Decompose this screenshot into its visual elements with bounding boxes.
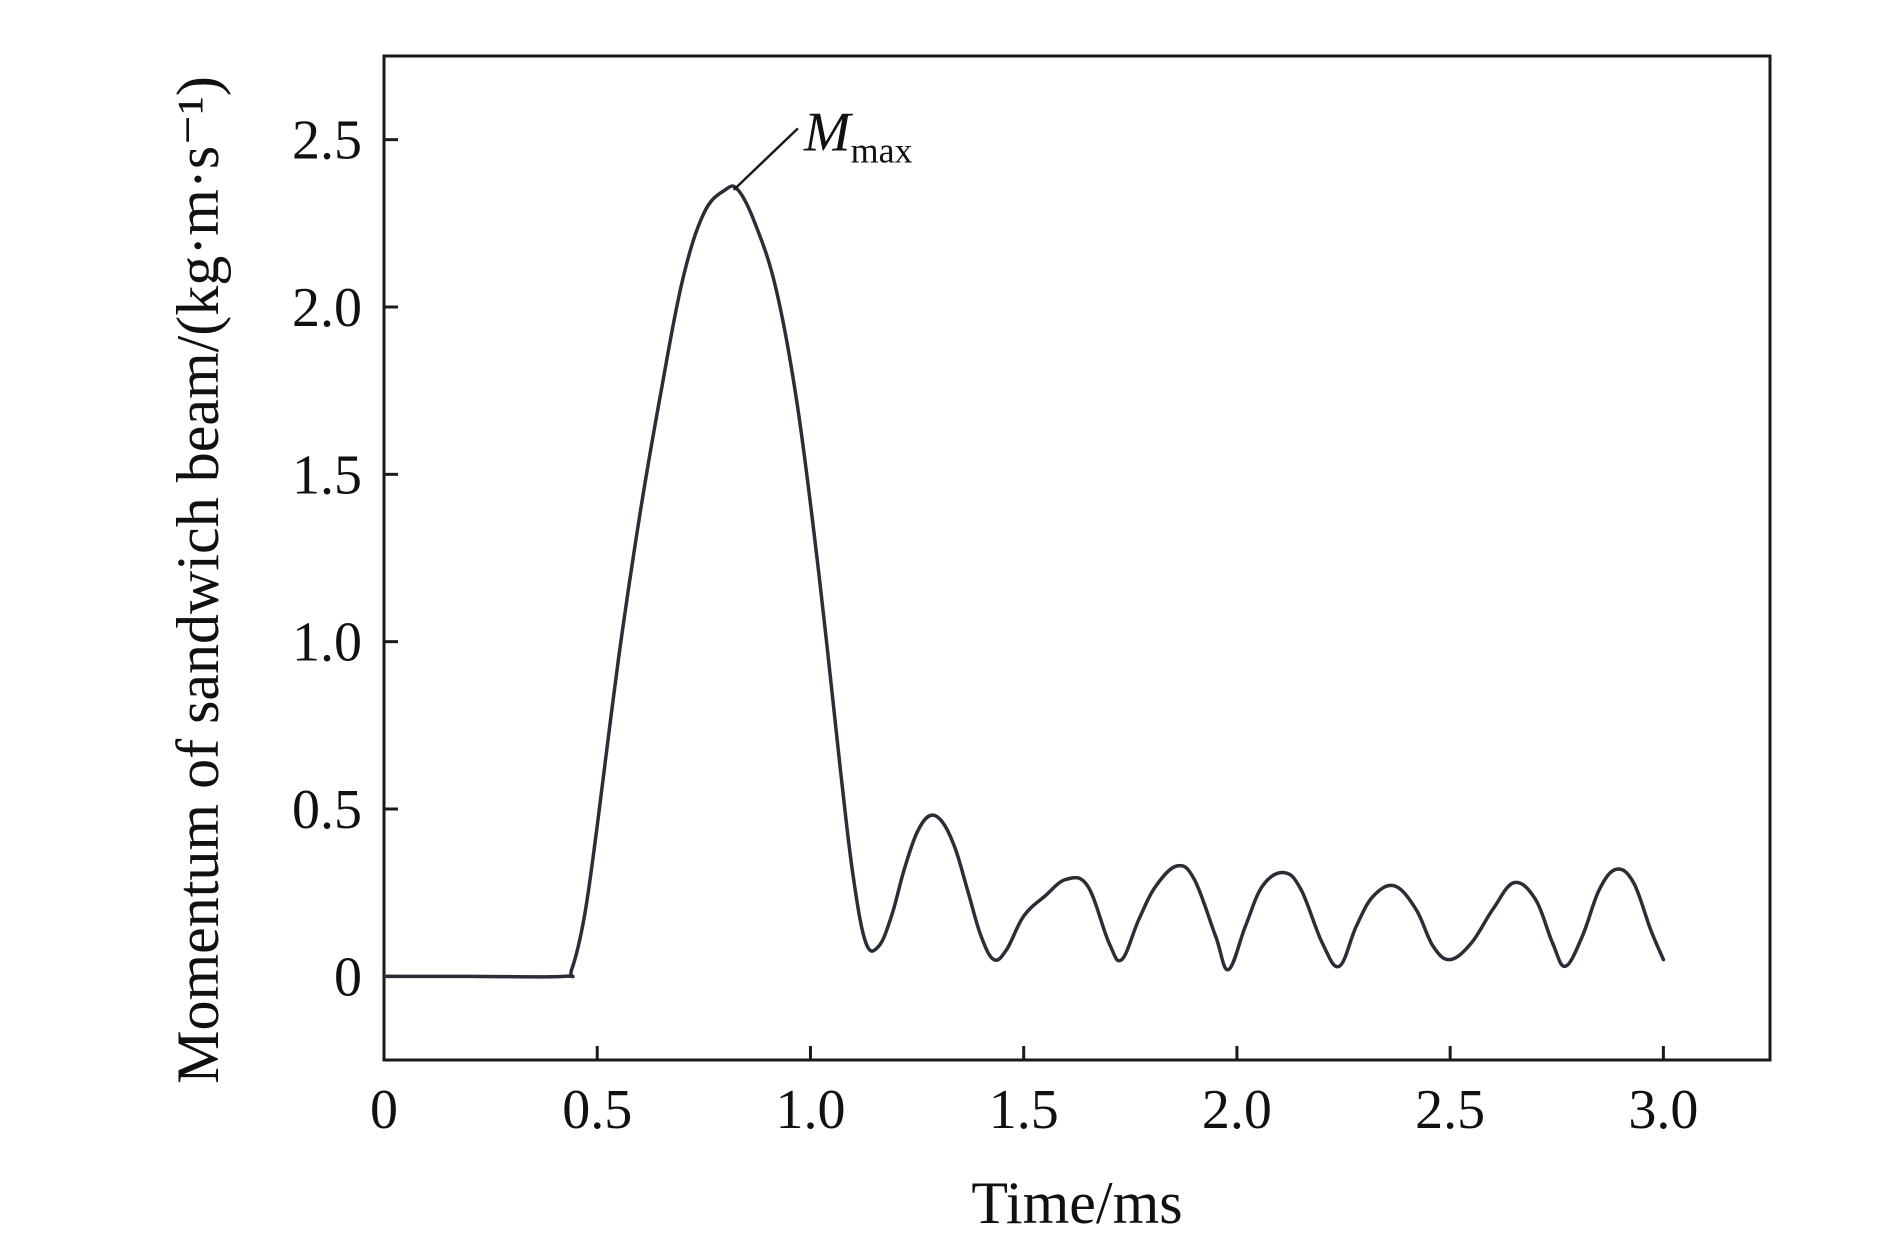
y-tick-label: 1.0 (292, 612, 362, 674)
y-tick-label: 2.5 (292, 110, 362, 172)
y-tick-label: 2.0 (292, 277, 362, 339)
x-tick-label: 2.0 (1202, 1079, 1272, 1141)
x-tick-label: 0.5 (562, 1079, 632, 1141)
y-axis-label: Momentum of sandwich beam/(kg·m·s⁻¹) (165, 76, 231, 1084)
x-tick-label: 3.0 (1628, 1079, 1698, 1141)
annotation-main: M (803, 101, 854, 163)
x-tick-label: 0 (370, 1079, 398, 1141)
peak-annotation: Mmax (732, 101, 913, 191)
y-tick-label: 1.5 (292, 444, 362, 506)
x-axis-ticks: 0 0.5 1.0 1.5 2.0 2.5 3.0 (370, 1046, 1698, 1141)
y-tick-label: 0 (334, 946, 362, 1008)
x-tick-label: 2.5 (1415, 1079, 1485, 1141)
y-tick-label: 0.5 (292, 779, 362, 841)
annotation-leader-line (732, 127, 799, 191)
x-tick-label: 1.0 (775, 1079, 845, 1141)
x-tick-label: 1.5 (989, 1079, 1059, 1141)
annotation-subscript: max (851, 130, 913, 170)
x-axis-label: Time/ms (971, 1170, 1182, 1236)
annotation-label: Mmax (803, 101, 913, 170)
y-axis-ticks: 0 0.5 1.0 1.5 2.0 2.5 (292, 110, 398, 1008)
plot-frame (382, 54, 1772, 1062)
series-line (382, 184, 1666, 979)
